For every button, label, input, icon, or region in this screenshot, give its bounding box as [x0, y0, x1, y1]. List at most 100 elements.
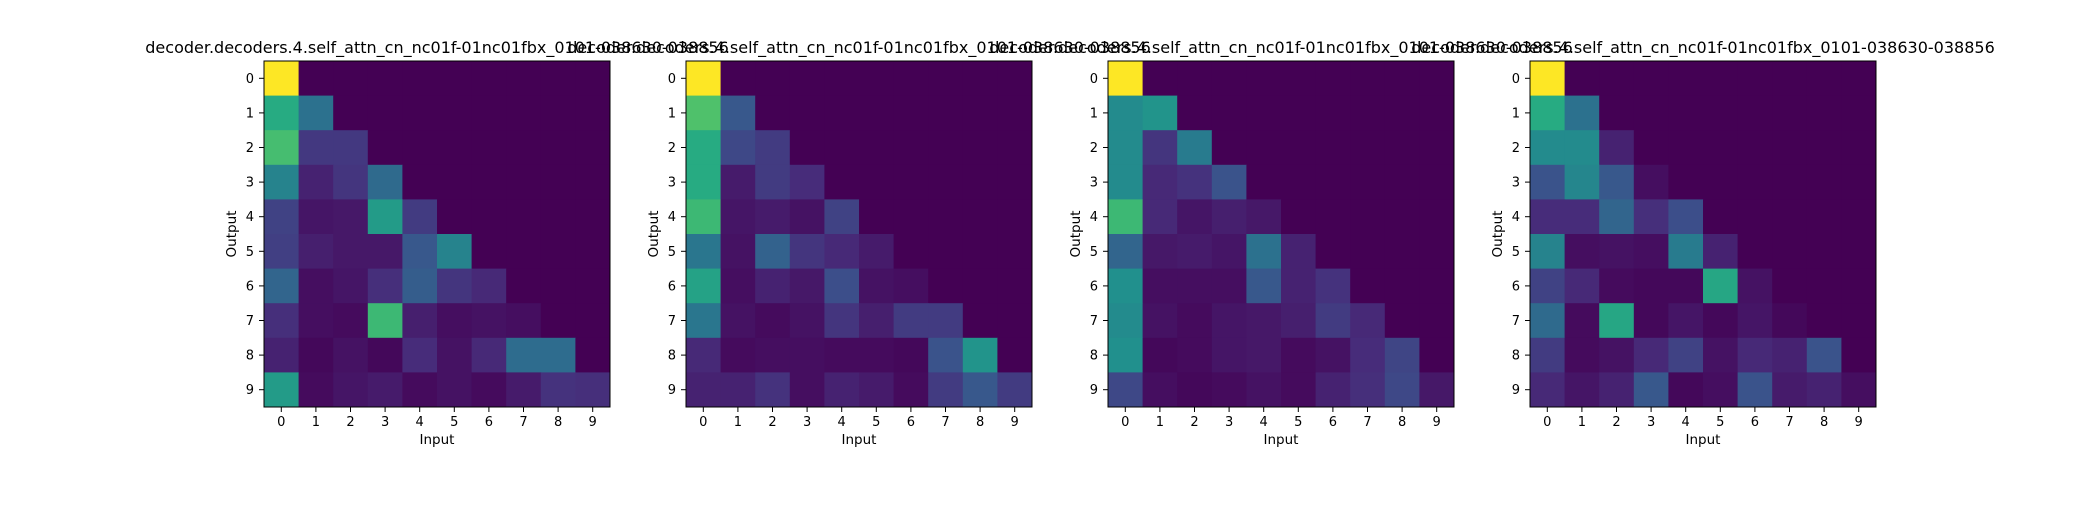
heatmap-cell-r8-c9 [575, 337, 611, 373]
heatmap-cell-r4-c2 [1599, 199, 1635, 235]
y-tick-label-4: 4 [246, 210, 254, 225]
heatmap-cell-r2-c7 [928, 130, 964, 166]
heatmap-cell-r2-c5 [1281, 130, 1317, 166]
heatmap-cell-r6-c5 [1703, 268, 1739, 304]
heatmap-cell-r8-c8 [1384, 337, 1420, 373]
heatmap-cell-r9-c4 [1246, 372, 1282, 408]
heatmap-cell-r5-c8 [962, 234, 998, 270]
heatmap-cell-r8-c6 [893, 337, 929, 373]
heatmap-cell-r3-c3 [789, 164, 825, 200]
heatmap-cell-r3-c3 [1633, 164, 1669, 200]
heatmap-cells [686, 61, 1033, 408]
heatmap-cell-r4-c0 [686, 199, 722, 235]
heatmap-cell-r2-c1 [1564, 130, 1600, 166]
heatmap-cell-r9-c9 [575, 372, 611, 408]
heatmap-cell-r4-c6 [1315, 199, 1351, 235]
heatmap-cell-r3-c4 [824, 164, 860, 200]
heatmap-cell-r9-c0 [1530, 372, 1566, 408]
heatmap-cell-r1-c8 [540, 95, 576, 131]
heatmap-cell-r9-c3 [367, 372, 403, 408]
heatmap-cell-r9-c5 [437, 372, 473, 408]
y-tick-label-6: 6 [668, 279, 676, 294]
heatmap-cell-r2-c8 [1806, 130, 1842, 166]
heatmap-cell-r3-c7 [1350, 164, 1386, 200]
heatmap-cell-r3-c5 [1703, 164, 1739, 200]
heatmap-cell-r5-c6 [893, 234, 929, 270]
heatmap-cell-r8-c2 [1177, 337, 1213, 373]
heatmap-cell-r0-c3 [1633, 61, 1669, 97]
heatmap-cell-r4-c1 [1564, 199, 1600, 235]
heatmap-cell-r5-c6 [1737, 234, 1773, 270]
heatmap-cell-r1-c3 [367, 95, 403, 131]
heatmap-cell-r9-c4 [402, 372, 438, 408]
heatmap-cell-r5-c3 [1633, 234, 1669, 270]
x-tick-label-6: 6 [1751, 415, 1759, 430]
heatmap-cell-r9-c0 [1108, 372, 1144, 408]
heatmap-cell-r4-c2 [1177, 199, 1213, 235]
heatmap-cell-r2-c4 [824, 130, 860, 166]
heatmap-cell-r3-c3 [367, 164, 403, 200]
x-tick-label-9: 9 [1011, 415, 1019, 430]
heatmap-cell-r8-c6 [1737, 337, 1773, 373]
y-tick-label-6: 6 [1512, 279, 1520, 294]
heatmap-cell-r6-c3 [1633, 268, 1669, 304]
heatmap-cell-r6-c1 [720, 268, 756, 304]
heatmap-cell-r3-c2 [333, 164, 369, 200]
axes-frame [1529, 60, 1877, 408]
y-axis-label: Output [646, 211, 662, 258]
heatmap-cell-r7-c4 [1668, 303, 1704, 339]
heatmap-cell-r1-c0 [1108, 95, 1144, 131]
heatmap-cell-r5-c7 [1772, 234, 1808, 270]
x-tick-label-5: 5 [450, 415, 458, 430]
heatmap-cell-r6-c9 [997, 268, 1033, 304]
heatmap-cell-r4-c8 [1806, 199, 1842, 235]
heatmap-cell-r7-c2 [1599, 303, 1635, 339]
heatmap-cell-r3-c6 [471, 164, 507, 200]
x-tick-label-3: 3 [381, 415, 389, 430]
x-tick-label-1: 1 [312, 415, 320, 430]
heatmap-cell-r9-c1 [1142, 372, 1178, 408]
heatmap-cell-r6-c0 [1108, 268, 1144, 304]
y-tick-label-0: 0 [668, 72, 676, 87]
heatmap-cell-r6-c4 [1668, 268, 1704, 304]
y-tick-label-9: 9 [1090, 383, 1098, 398]
chart-title: decoder.decoders.4.self_attn_cn_nc01f-01… [145, 38, 728, 58]
heatmap-cell-r0-c9 [1419, 61, 1455, 97]
heatmap-cell-r4-c6 [1737, 199, 1773, 235]
heatmap-cell-r3-c4 [402, 164, 438, 200]
heatmap-cell-r4-c0 [1108, 199, 1144, 235]
heatmap-cell-r8-c0 [686, 337, 722, 373]
heatmap-cell-r0-c3 [367, 61, 403, 97]
heatmap-cell-r2-c6 [471, 130, 507, 166]
heatmap-cell-r8-c5 [437, 337, 473, 373]
heatmap-cell-r1-c5 [437, 95, 473, 131]
y-tick-label-7: 7 [246, 314, 254, 329]
heatmap-cell-r0-c2 [755, 61, 791, 97]
heatmap-cell-r0-c1 [720, 61, 756, 97]
heatmap-cell-r4-c3 [1211, 199, 1247, 235]
heatmap-cell-r2-c3 [789, 130, 825, 166]
axes-frame [1107, 60, 1455, 408]
heatmap-cell-r7-c8 [962, 303, 998, 339]
x-tick-label-0: 0 [277, 415, 285, 430]
y-tick-label-9: 9 [668, 383, 676, 398]
heatmap-cell-r9-c1 [1564, 372, 1600, 408]
heatmap-cell-r7-c2 [333, 303, 369, 339]
heatmap-cell-r1-c0 [264, 95, 300, 131]
heatmap-cell-r4-c1 [1142, 199, 1178, 235]
heatmap-cell-r9-c2 [1177, 372, 1213, 408]
heatmap-cell-r3-c0 [686, 164, 722, 200]
heatmap-cell-r7-c9 [1841, 303, 1877, 339]
heatmap-cell-r5-c0 [686, 234, 722, 270]
heatmap-cell-r7-c1 [1564, 303, 1600, 339]
heatmap-cell-r0-c9 [575, 61, 611, 97]
y-tick-label-4: 4 [1090, 210, 1098, 225]
heatmap-cell-r0-c9 [1841, 61, 1877, 97]
heatmap-cell-r6-c2 [755, 268, 791, 304]
heatmap-cell-r4-c7 [1772, 199, 1808, 235]
heatmap-cell-r9-c9 [1841, 372, 1877, 408]
heatmap-cell-r4-c7 [506, 199, 542, 235]
heatmap-cell-r7-c7 [1772, 303, 1808, 339]
x-tick-label-0: 0 [1543, 415, 1551, 430]
x-axis-label: Input [842, 432, 877, 448]
